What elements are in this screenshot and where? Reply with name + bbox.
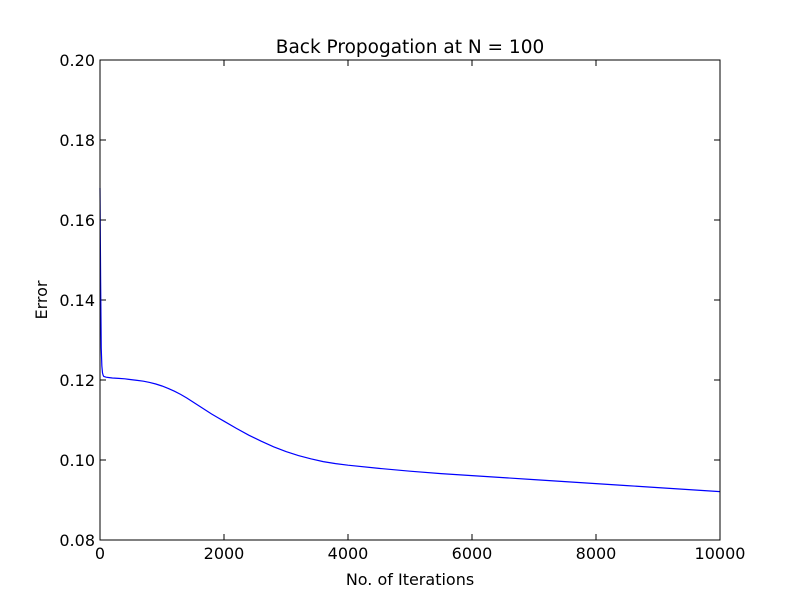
- series-line: [99, 187, 721, 493]
- y-tick-label: 0.20: [59, 51, 95, 70]
- y-tick-label: 0.14: [59, 291, 95, 310]
- y-tick-label: 0.18: [59, 131, 95, 150]
- chart-title: Back Propogation at N = 100: [276, 37, 545, 58]
- y-tick-label: 0.10: [59, 451, 95, 470]
- y-tick-label: 0.16: [59, 211, 95, 230]
- x-axis-label: No. of Iterations: [346, 570, 474, 589]
- x-tick-label: 0: [95, 544, 105, 563]
- x-tick-label: 2000: [204, 544, 245, 563]
- x-tick-label: 8000: [576, 544, 617, 563]
- y-tick-label: 0.08: [59, 531, 95, 550]
- y-axis-label: Error: [32, 280, 51, 319]
- x-tick-label: 10000: [695, 544, 746, 563]
- ticks-layer: 0 2000 4000 6000 8000 10000 0.08 0.10 0.12 0.14 0.…: [59, 51, 745, 563]
- x-tick-label: 6000: [452, 544, 493, 563]
- plot-background: [100, 60, 720, 540]
- y-tick-label: 0.12: [59, 371, 95, 390]
- x-tick-label: 4000: [328, 544, 369, 563]
- plot-frame: [99, 59, 721, 541]
